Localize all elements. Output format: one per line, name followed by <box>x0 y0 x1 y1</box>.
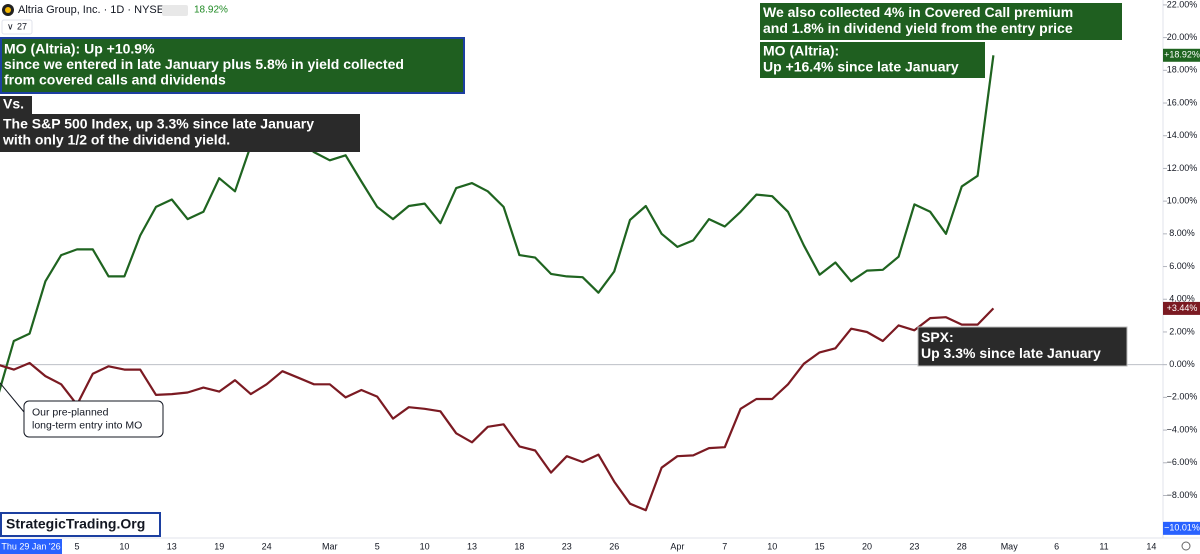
annotation-box <box>760 42 985 78</box>
y-tick-label: 8.00% <box>1169 228 1195 238</box>
x-tick-label: 23 <box>562 541 572 551</box>
header-icons[interactable] <box>162 5 188 16</box>
x-tick-label: 11 <box>1099 541 1108 551</box>
y-tick-label: 20.00% <box>1167 32 1198 42</box>
annotation-text: Vs. <box>3 96 24 112</box>
y-tick-label: 14.00% <box>1167 130 1198 140</box>
last-value-box <box>1163 301 1200 315</box>
x-tick-label: 7 <box>722 541 727 551</box>
annotation-text: since we entered in late January plus 5.… <box>4 56 404 72</box>
x-tick-label: 10 <box>420 541 430 551</box>
collapse-arrow: ∨ <box>7 21 14 31</box>
x-tick-label: Mar <box>322 541 338 551</box>
y-tick-label: 6.00% <box>1169 261 1195 271</box>
y-tick-label: 2.00% <box>1169 326 1195 336</box>
series-line <box>0 55 995 393</box>
collapse-button[interactable] <box>1 19 33 35</box>
annotation-text: MO (Altria): <box>763 43 839 59</box>
watermark: StrategicTrading.Org <box>6 516 145 532</box>
annotation-text: with only 1/2 of the dividend yield. <box>2 132 230 148</box>
crosshair-y-label: −10.01% <box>1164 523 1200 533</box>
annotation-text: Our pre-planned <box>32 406 109 418</box>
x-tick-label: 10 <box>119 541 129 551</box>
x-tick-label: 18 <box>514 541 524 551</box>
callout-pointer <box>0 382 25 413</box>
annotations: MO (Altria): Up +10.9%since we entered i… <box>0 3 1128 438</box>
series-line <box>0 307 995 512</box>
watermark-box <box>0 512 161 537</box>
x-tick-label: 23 <box>909 541 919 551</box>
annotation-text: from covered calls and dividends <box>4 72 226 88</box>
annotation-box <box>23 400 164 438</box>
y-tick-label: −6.00% <box>1167 457 1198 467</box>
last-value-box <box>1163 48 1200 62</box>
x-tick-label: 15 <box>815 541 825 551</box>
header-count: 27 <box>17 21 27 31</box>
x-tick-label: 19 <box>214 541 224 551</box>
crosshair-x-label: Thu 29 Jan '26 <box>1 541 60 551</box>
annotation-box <box>760 3 1122 40</box>
x-tick-label: 5 <box>375 541 380 551</box>
y-tick-label: −8.00% <box>1167 490 1198 500</box>
annotation-text: long-term entry into MO <box>32 419 142 431</box>
annotation-text: Up 3.3% since late January <box>921 345 1101 361</box>
header-change: 18.92% <box>194 5 228 16</box>
annotation-text: MO (Altria): Up +10.9% <box>4 41 155 57</box>
crosshair-y-box <box>1163 521 1200 535</box>
crosshair-x-box <box>0 539 62 554</box>
y-tick-label: 16.00% <box>1167 97 1198 107</box>
x-tick-label: 13 <box>167 541 177 551</box>
x-tick-label: 5 <box>74 541 79 551</box>
y-tick-label: 18.00% <box>1167 65 1198 75</box>
annotation-box <box>0 37 465 94</box>
x-tick-label: 13 <box>467 541 477 551</box>
annotation-text: We also collected 4% in Covered Call pre… <box>763 4 1073 20</box>
settings-icon[interactable] <box>1181 541 1191 551</box>
x-tick-label: May <box>1001 541 1019 551</box>
y-tick-label: 10.00% <box>1167 196 1198 206</box>
annotation-text: The S&P 500 Index, up 3.3% since late Ja… <box>3 116 314 132</box>
x-tick-label: 6 <box>1054 541 1059 551</box>
annotation-text: Up +16.4% since late January <box>763 59 959 75</box>
annotation-box <box>917 326 1128 367</box>
annotation-text: and 1.8% in dividend yield from the entr… <box>763 20 1073 36</box>
last-value-label: +3.44% <box>1167 303 1198 313</box>
x-tick-label: 14 <box>1146 541 1156 551</box>
x-tick-label: 24 <box>262 541 272 551</box>
y-tick-label: 22.00% <box>1167 0 1198 9</box>
header: Altria Group, Inc. · 1D · NYSE 18.92% ∨ … <box>1 4 228 35</box>
y-tick-label: −2.00% <box>1167 392 1198 402</box>
price-axis <box>1163 0 1200 538</box>
x-tick-label: 28 <box>957 541 967 551</box>
last-value-label: +18.92% <box>1164 50 1200 60</box>
y-tick-label: −4.00% <box>1167 424 1198 434</box>
x-tick-label: 26 <box>609 541 619 551</box>
annotation-text: SPX: <box>921 329 954 345</box>
logo-dot <box>5 7 11 13</box>
y-tick-label: 0.00% <box>1169 359 1195 369</box>
annotation-box <box>0 96 32 114</box>
x-tick-label: 10 <box>767 541 777 551</box>
x-tick-label: Apr <box>670 541 684 551</box>
y-tick-label: 4.00% <box>1169 294 1195 304</box>
symbol-title: Altria Group, Inc. · 1D · NYSE <box>18 4 164 16</box>
annotation-box <box>0 114 360 152</box>
y-tick-label: 12.00% <box>1167 163 1198 173</box>
x-tick-label: 20 <box>862 541 872 551</box>
